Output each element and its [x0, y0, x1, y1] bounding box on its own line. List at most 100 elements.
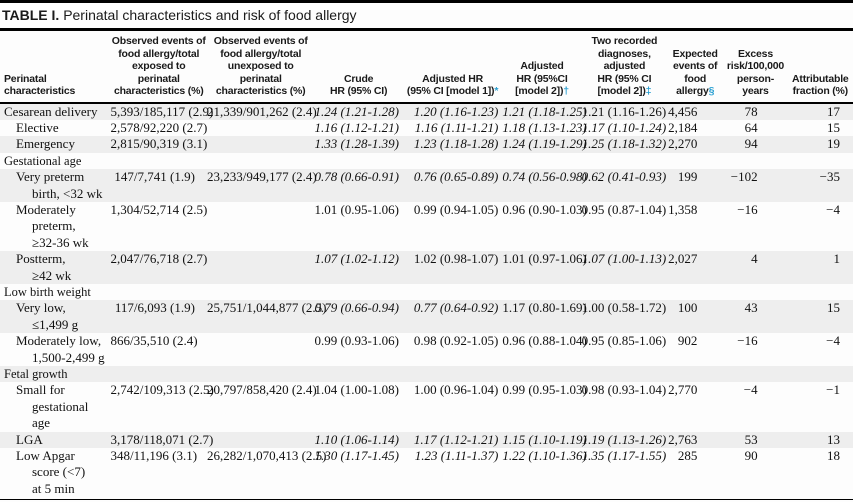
row-label: LGA [16, 431, 43, 447]
cell-crude-hr: 0.99 (0.93-1.06) [314, 333, 399, 349]
cell-attributable-fraction: 15 [827, 300, 840, 316]
cell-adjusted-hr-2: 1.24 (1.19-1.29) [502, 136, 587, 152]
cell-two-diagnoses-hr: 0.95 (0.87-1.04) [581, 201, 667, 217]
cell-observed-unexposed [207, 202, 315, 251]
title-rule [0, 28, 853, 31]
footnote-marker: † [563, 85, 569, 97]
row-label: Very low, ≤1,499 g [16, 300, 79, 332]
cell-two-diagnoses-hr: 0.62 (0.41-0.93) [581, 169, 667, 185]
cell-expected-events: 2,027 [668, 251, 698, 267]
cell-adjusted-hr-2: 0.99 (0.95-1.03) [502, 382, 587, 398]
cell-crude-hr: 1.16 (1.12-1.21) [314, 119, 399, 135]
column-header-expected-events: Expected events of food allergy§ [667, 31, 724, 104]
cell-excess-risk: 94 [744, 136, 758, 152]
cell-expected-events: 2,184 [668, 119, 698, 135]
cell-adjusted-hr-1: 1.23 (1.18-1.28) [413, 136, 499, 152]
cell-adjusted-hr-1: 0.77 (0.64-0.92) [413, 300, 499, 316]
row-label: Low Apgar score (<7) at 5 min [16, 448, 86, 496]
cell-adjusted-hr-2: 1.22 (1.10-1.36) [502, 448, 587, 464]
row-label: Emergency [16, 136, 75, 152]
footnote-marker: § [708, 85, 715, 97]
table-row-moderately-low: Moderately low, 1,500-2,499 g 866/35,510… [0, 333, 853, 366]
cell-excess-risk: 78 [744, 103, 758, 119]
cell-attributable-fraction: 18 [827, 448, 840, 464]
cell-observed-unexposed [207, 432, 315, 448]
cell-attributable-fraction: 1 [833, 251, 841, 267]
table-title-text: Perinatal characteristics and risk of fo… [63, 7, 357, 23]
perinatal-characteristics-table: Perinatal characteristics Observed event… [0, 31, 853, 497]
table-row-gestational-age-section: Gestational age [0, 153, 853, 169]
cell-adjusted-hr-1: 0.99 (0.94-1.05) [413, 201, 499, 217]
cell-adjusted-hr-1: 0.98 (0.92-1.05) [413, 333, 499, 349]
cell-two-diagnoses-hr: 1.17 (1.10-1.24) [581, 119, 667, 135]
cell-crude-hr: 1.07 (1.02-1.12) [314, 251, 399, 267]
cell-observed-exposed: 5,393/185,117 (2.9) [110, 103, 214, 119]
cell-two-diagnoses-hr: 1.25 (1.18-1.32) [581, 136, 667, 152]
cell-adjusted-hr-1: 1.23 (1.11-1.37) [414, 448, 499, 464]
cell-two-diagnoses-hr: 1.35 (1.17-1.55) [581, 448, 667, 464]
table-row-small-for-gestational-age: Small for gestational age 2,742/109,313 … [0, 382, 853, 431]
cell-expected-events: 1,358 [668, 201, 698, 217]
cell-two-diagnoses-hr: 0.98 (0.93-1.04) [581, 382, 667, 398]
cell-attributable-fraction: −4 [826, 333, 840, 349]
cell-crude-hr: 1.04 (1.00-1.08) [314, 382, 399, 398]
table-row-low-apgar: Low Apgar score (<7) at 5 min 348/11,196… [0, 448, 853, 497]
footnote-marker: * [494, 85, 499, 97]
cell-observed-exposed: 348/11,196 (3.1) [110, 448, 198, 464]
section-label: Gestational age [4, 153, 82, 168]
row-label: Moderately low, 1,500-2,499 g [16, 333, 105, 365]
table-header: Perinatal characteristics Observed event… [0, 31, 853, 104]
cell-observed-unexposed: 26,282/1,070,413 (2.5) [206, 448, 327, 464]
cell-observed-unexposed [207, 120, 315, 136]
column-header-adjusted-hr-model2: Adjusted HR (95%CI [model 2])† [502, 31, 582, 104]
column-header-attributable-fraction: Attributable fraction (%) [787, 31, 853, 104]
footnote-marker: ‡ [645, 85, 652, 97]
cell-expected-events: 902 [677, 333, 698, 349]
cell-attributable-fraction: 17 [827, 103, 840, 119]
cell-two-diagnoses-hr: 0.95 (0.85-1.06) [581, 333, 667, 349]
row-label: Small for gestational age [16, 382, 89, 431]
cell-observed-unexposed: 20,797/858,420 (2.4) [206, 382, 317, 398]
top-rule [0, 0, 853, 3]
cell-adjusted-hr-2: 1.21 (1.18-1.25) [502, 103, 587, 119]
table-row-moderately-preterm: Moderately preterm, ≥32-36 wk 1,304/52,7… [0, 202, 853, 251]
cell-expected-events: 2,270 [668, 136, 698, 152]
cell-attributable-fraction: −1 [826, 382, 840, 398]
cell-attributable-fraction: −35 [819, 169, 840, 185]
cell-attributable-fraction: −4 [826, 201, 840, 217]
cell-excess-risk: −16 [737, 333, 758, 349]
cell-adjusted-hr-2: 1.17 (0.80-1.69) [502, 300, 587, 316]
cell-adjusted-hr-1: 1.00 (0.96-1.04) [413, 382, 499, 398]
column-header-excess-risk: Excess risk/100,000 person- years [723, 31, 788, 104]
cell-excess-risk: −102 [730, 169, 758, 185]
table-row-elective: Elective 2,578/92,220 (2.7) 1.16 (1.12-1… [0, 120, 853, 136]
cell-observed-unexposed [207, 251, 315, 284]
cell-excess-risk: −4 [743, 382, 758, 398]
cell-expected-events: 2,770 [668, 382, 698, 398]
column-header-two-diagnoses-hr: Two recorded diagnoses, adjusted HR (95%… [581, 31, 668, 104]
cell-two-diagnoses-hr: 1.07 (1.00-1.13) [581, 251, 667, 267]
column-header-crude-hr: Crude HR (95% CI) [314, 31, 403, 104]
row-label: Postterm, ≥42 wk [16, 251, 72, 283]
cell-crude-hr: 1.30 (1.17-1.45) [314, 448, 399, 464]
cell-excess-risk: 90 [744, 448, 758, 464]
cell-adjusted-hr-1: 1.17 (1.12-1.21) [413, 431, 499, 447]
cell-two-diagnoses-hr: 1.00 (0.58-1.72) [581, 300, 667, 316]
row-label: Very preterm birth, <32 wk [16, 169, 103, 201]
cell-adjusted-hr-2: 0.74 (0.56-0.98) [502, 169, 587, 185]
cell-expected-events: 199 [677, 169, 698, 185]
table-body: Cesarean delivery 5,393/185,117 (2.9) 21… [0, 102, 853, 498]
cell-observed-exposed: 1,304/52,714 (2.5) [110, 201, 208, 217]
section-label: Fetal growth [4, 367, 68, 381]
table-row-fetal-growth-section: Fetal growth [0, 366, 853, 383]
table-row-postterm: Postterm, ≥42 wk 2,047/76,718 (2.7) 1.07… [0, 251, 853, 284]
row-label: Moderately preterm, ≥32-36 wk [16, 201, 89, 250]
cell-crude-hr: 1.33 (1.28-1.39) [314, 136, 399, 152]
table-row-very-preterm: Very preterm birth, <32 wk 147/7,741 (1.… [0, 169, 853, 202]
cell-crude-hr: 0.79 (0.66-0.94) [314, 300, 399, 316]
cell-crude-hr: 1.24 (1.21-1.28) [314, 103, 399, 119]
cell-observed-unexposed: 25,751/1,044,877 (2.5) [206, 300, 327, 316]
cell-attributable-fraction: 15 [827, 119, 840, 135]
table-row-cesarean-delivery: Cesarean delivery 5,393/185,117 (2.9) 21… [0, 102, 853, 120]
